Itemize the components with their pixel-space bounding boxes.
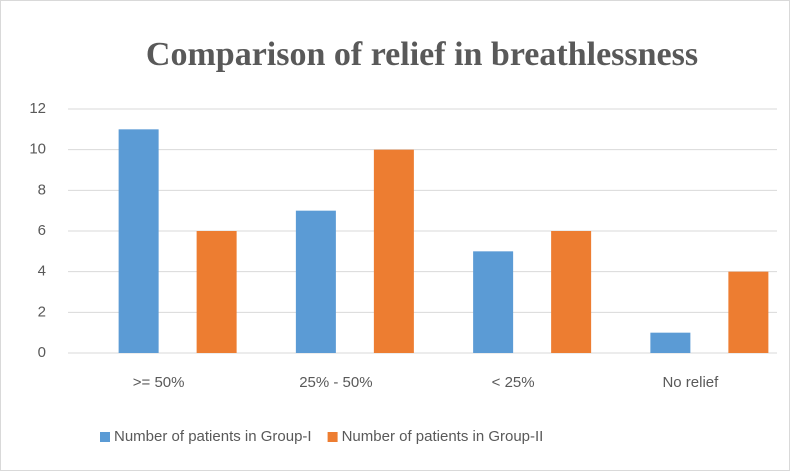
bar [473, 251, 514, 353]
bar [118, 129, 159, 353]
y-tick-label: 12 [29, 100, 46, 117]
y-tick-label: 2 [38, 303, 46, 320]
bar [650, 332, 691, 353]
y-tick-label: 8 [38, 181, 46, 198]
x-tick-label: < 25% [492, 374, 535, 391]
chart-title: Comparison of relief in breathlessness [146, 36, 698, 73]
legend-swatch [327, 432, 338, 442]
y-tick-label: 0 [38, 344, 46, 361]
legend-swatch [100, 432, 110, 442]
legend-label: Number of patients in Group-II [342, 428, 544, 445]
x-tick-label: >= 50% [133, 374, 185, 391]
legend-label: Number of patients in Group-I [114, 428, 312, 445]
x-tick-label: No relief [662, 374, 719, 391]
bar [295, 210, 336, 353]
bar [196, 231, 237, 353]
bar [551, 231, 592, 353]
x-tick-label: 25% - 50% [299, 374, 372, 391]
y-tick-label: 6 [38, 222, 46, 239]
bar [728, 271, 769, 353]
bar [373, 149, 414, 353]
y-tick-label: 4 [38, 263, 46, 280]
y-tick-label: 10 [29, 141, 46, 158]
